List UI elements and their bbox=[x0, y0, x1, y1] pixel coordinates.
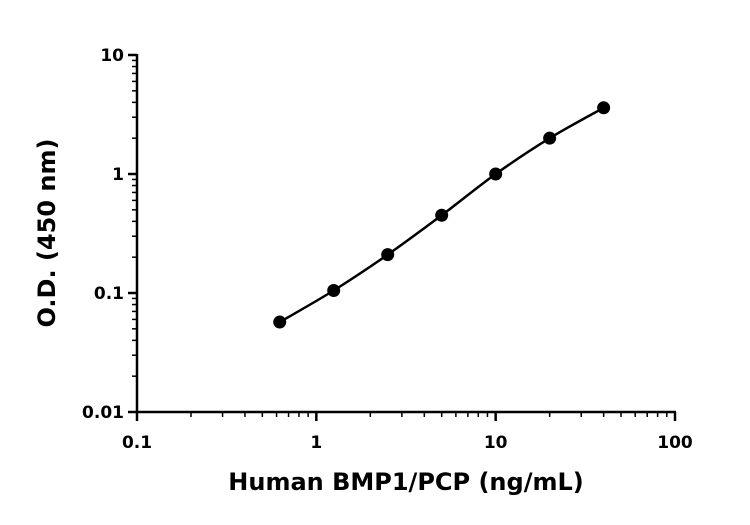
x-axis-major-ticks bbox=[135, 412, 677, 421]
data-point bbox=[273, 315, 287, 329]
y-tick-label: 1 bbox=[112, 165, 124, 185]
y-axis-tick-labels: 0.01 0.1 1 10 bbox=[82, 46, 124, 423]
y-tick-label: 10 bbox=[100, 46, 124, 66]
x-tick-label: 10 bbox=[484, 433, 508, 453]
x-tick-label: 1 bbox=[310, 433, 322, 453]
data-point bbox=[327, 283, 341, 297]
y-tick-label: 0.1 bbox=[94, 284, 124, 304]
data-point bbox=[489, 167, 503, 181]
data-points bbox=[273, 101, 611, 329]
data-point bbox=[597, 101, 611, 115]
x-tick-label: 100 bbox=[657, 433, 693, 453]
y-axis-major-ticks bbox=[128, 53, 137, 414]
data-point bbox=[435, 208, 449, 222]
data-point bbox=[381, 248, 395, 262]
x-axis-tick-labels: 0.1 1 10 100 bbox=[122, 433, 693, 453]
x-tick-label: 0.1 bbox=[122, 433, 152, 453]
data-point bbox=[543, 131, 557, 145]
x-axis-title: Human BMP1/PCP (ng/mL) bbox=[228, 468, 583, 496]
y-axis-title: O.D. (450 nm) bbox=[33, 139, 61, 328]
y-tick-label: 0.01 bbox=[82, 403, 124, 423]
